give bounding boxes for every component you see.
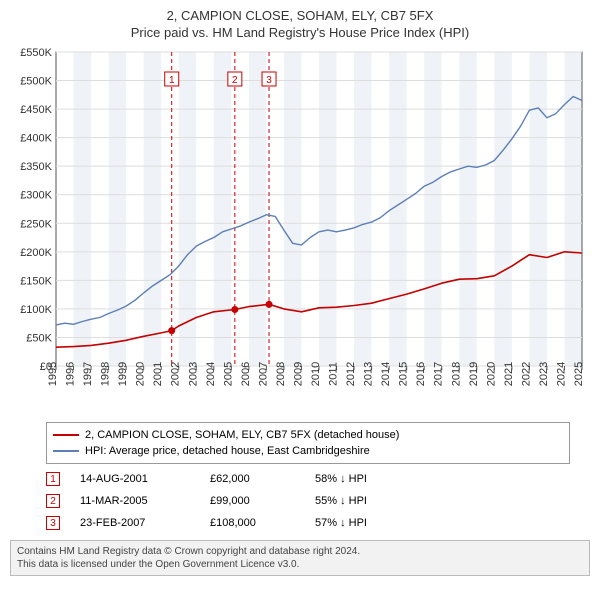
svg-text:£550K: £550K xyxy=(20,47,52,59)
event-marker-1: 1 xyxy=(46,472,60,486)
event-date-3: 23-FEB-2007 xyxy=(80,517,190,529)
svg-text:2002: 2002 xyxy=(170,362,182,386)
svg-text:2024: 2024 xyxy=(555,362,567,386)
svg-text:2008: 2008 xyxy=(275,362,287,386)
svg-text:2004: 2004 xyxy=(205,362,217,386)
event-delta-2: 55% ↓ HPI xyxy=(315,495,367,507)
legend-swatch-1 xyxy=(53,434,79,436)
legend-item-2: HPI: Average price, detached house, East… xyxy=(53,443,563,459)
svg-text:£150K: £150K xyxy=(20,275,52,287)
event-delta-1: 58% ↓ HPI xyxy=(315,473,367,485)
event-price-2: £99,000 xyxy=(210,495,295,507)
svg-text:2017: 2017 xyxy=(433,362,445,386)
svg-text:£250K: £250K xyxy=(20,218,52,230)
legend-swatch-2 xyxy=(53,450,79,452)
footer: Contains HM Land Registry data © Crown c… xyxy=(10,540,590,576)
event-delta-3: 57% ↓ HPI xyxy=(315,517,367,529)
event-price-3: £108,000 xyxy=(210,517,295,529)
svg-text:2001: 2001 xyxy=(152,362,164,386)
svg-text:2023: 2023 xyxy=(538,362,550,386)
title-line-1: 2, CAMPION CLOSE, SOHAM, ELY, CB7 5FX xyxy=(10,8,590,23)
svg-text:2000: 2000 xyxy=(135,362,147,386)
svg-text:3: 3 xyxy=(266,75,272,86)
legend-label-2: HPI: Average price, detached house, East… xyxy=(85,445,370,457)
legend-label-1: 2, CAMPION CLOSE, SOHAM, ELY, CB7 5FX (d… xyxy=(85,429,399,441)
svg-text:2019: 2019 xyxy=(468,362,480,386)
svg-text:2007: 2007 xyxy=(257,362,269,386)
event-row-1: 1 14-AUG-2001 £62,000 58% ↓ HPI xyxy=(46,468,570,490)
footer-line-1: Contains HM Land Registry data © Crown c… xyxy=(17,545,583,558)
event-price-1: £62,000 xyxy=(210,473,295,485)
svg-text:2022: 2022 xyxy=(520,362,532,386)
chart: £0£50K£100K£150K£200K£250K£300K£350K£400… xyxy=(10,46,590,416)
svg-text:£200K: £200K xyxy=(20,247,52,259)
svg-text:1996: 1996 xyxy=(65,362,77,386)
svg-text:1: 1 xyxy=(169,75,175,86)
title-block: 2, CAMPION CLOSE, SOHAM, ELY, CB7 5FX Pr… xyxy=(0,0,600,46)
svg-text:1999: 1999 xyxy=(117,362,129,386)
svg-text:2018: 2018 xyxy=(450,362,462,386)
svg-text:2025: 2025 xyxy=(573,362,585,386)
svg-text:2012: 2012 xyxy=(345,362,357,386)
event-marker-3: 3 xyxy=(46,516,60,530)
svg-text:£400K: £400K xyxy=(20,133,52,145)
svg-text:2009: 2009 xyxy=(292,362,304,386)
svg-text:2014: 2014 xyxy=(380,362,392,386)
svg-text:2006: 2006 xyxy=(240,362,252,386)
svg-text:1995: 1995 xyxy=(47,362,59,386)
legend: 2, CAMPION CLOSE, SOHAM, ELY, CB7 5FX (d… xyxy=(46,422,570,464)
footer-line-2: This data is licensed under the Open Gov… xyxy=(17,558,583,571)
svg-text:£350K: £350K xyxy=(20,161,52,173)
event-date-1: 14-AUG-2001 xyxy=(80,473,190,485)
svg-text:£50K: £50K xyxy=(26,332,52,344)
svg-text:2013: 2013 xyxy=(363,362,375,386)
svg-text:1997: 1997 xyxy=(82,362,94,386)
events-table: 1 14-AUG-2001 £62,000 58% ↓ HPI 2 11-MAR… xyxy=(46,468,570,534)
svg-text:£100K: £100K xyxy=(20,304,52,316)
event-row-3: 3 23-FEB-2007 £108,000 57% ↓ HPI xyxy=(46,512,570,534)
svg-text:2016: 2016 xyxy=(415,362,427,386)
svg-text:2021: 2021 xyxy=(503,362,515,386)
event-date-2: 11-MAR-2005 xyxy=(80,495,190,507)
svg-text:£500K: £500K xyxy=(20,76,52,88)
page: 2, CAMPION CLOSE, SOHAM, ELY, CB7 5FX Pr… xyxy=(0,0,600,576)
svg-text:2015: 2015 xyxy=(398,362,410,386)
legend-item-1: 2, CAMPION CLOSE, SOHAM, ELY, CB7 5FX (d… xyxy=(53,427,563,443)
svg-text:2011: 2011 xyxy=(328,362,340,386)
title-line-2: Price paid vs. HM Land Registry's House … xyxy=(10,25,590,40)
event-row-2: 2 11-MAR-2005 £99,000 55% ↓ HPI xyxy=(46,490,570,512)
event-marker-2: 2 xyxy=(46,494,60,508)
svg-text:£300K: £300K xyxy=(20,190,52,202)
svg-text:2: 2 xyxy=(232,75,238,86)
svg-text:£450K: £450K xyxy=(20,104,52,116)
svg-text:1998: 1998 xyxy=(100,362,112,386)
svg-text:2010: 2010 xyxy=(310,362,322,386)
svg-text:2003: 2003 xyxy=(187,362,199,386)
svg-text:2020: 2020 xyxy=(485,362,497,386)
svg-text:2005: 2005 xyxy=(222,362,234,386)
chart-svg: £0£50K£100K£150K£200K£250K£300K£350K£400… xyxy=(10,46,590,416)
